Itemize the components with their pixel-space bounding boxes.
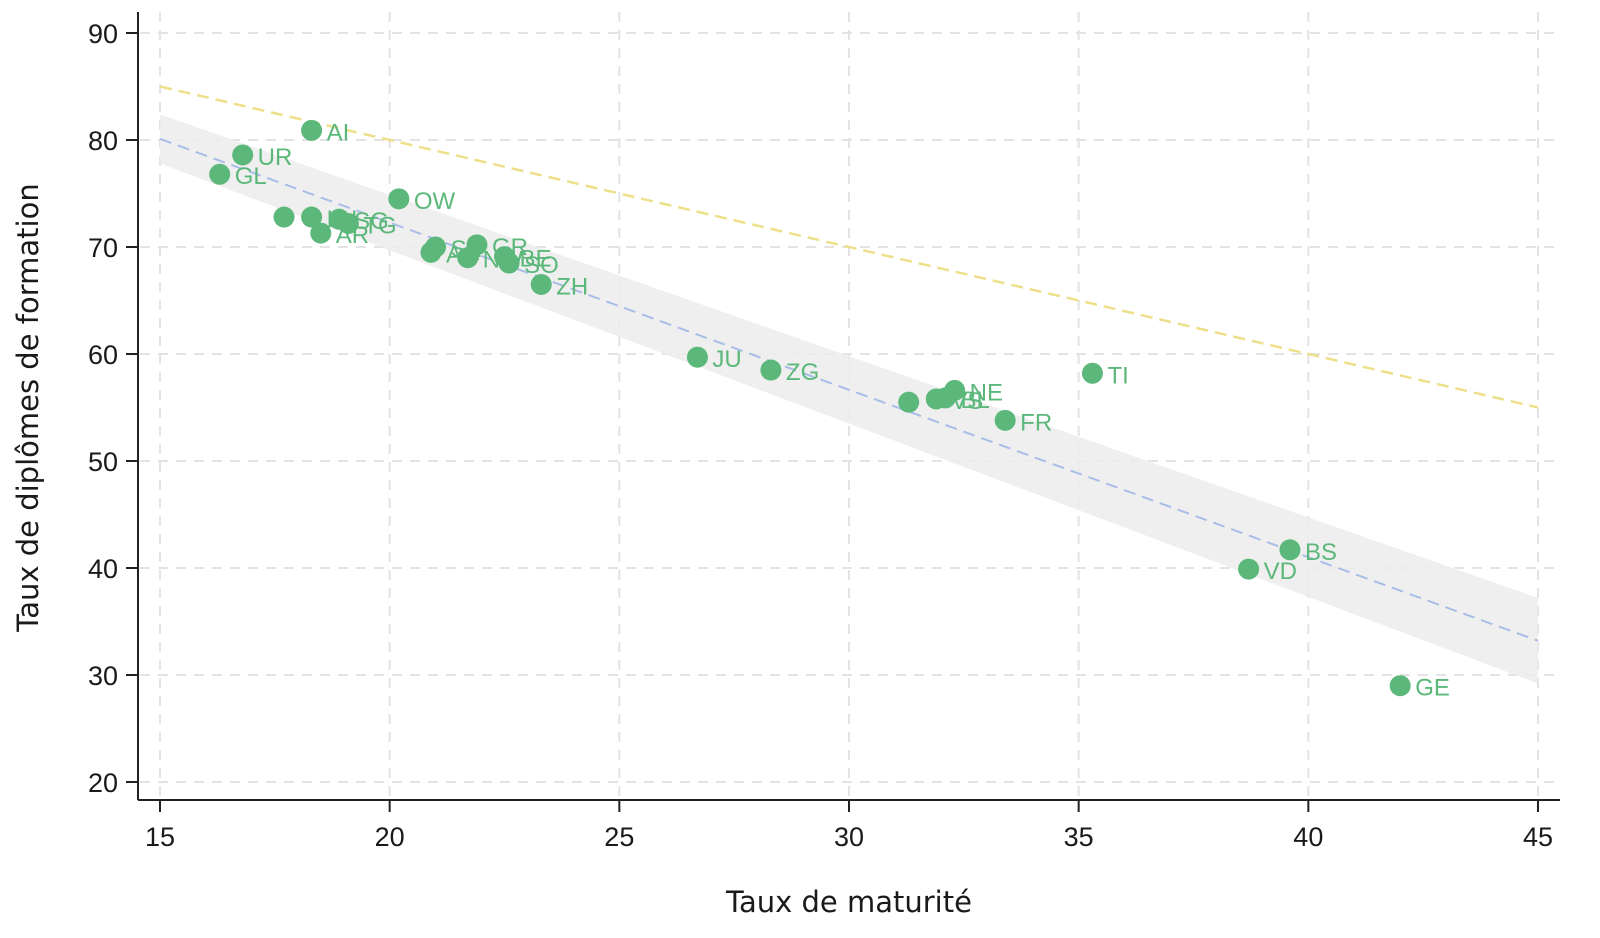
y-tick-label: 40 xyxy=(88,554,118,584)
data-point xyxy=(994,409,1016,431)
data-points xyxy=(209,119,1411,697)
data-point xyxy=(686,346,708,368)
x-tick-label: 45 xyxy=(1523,822,1553,852)
point-label: TG xyxy=(363,212,396,239)
point-label: SO xyxy=(524,252,559,279)
x-tick-label: 20 xyxy=(375,822,405,852)
data-point xyxy=(337,212,359,234)
reference-line xyxy=(159,85,1539,409)
point-label: BS xyxy=(1305,539,1337,566)
data-point xyxy=(232,144,254,166)
data-point xyxy=(209,163,231,185)
point-label: SZ xyxy=(451,236,482,263)
point-label: ZH xyxy=(556,273,588,300)
y-axis-title: Taux de diplômes de formation xyxy=(11,183,45,632)
point-label: AG xyxy=(446,241,481,268)
point-label: LU xyxy=(327,206,358,233)
point-label: BE xyxy=(520,246,552,273)
y-tick-label: 90 xyxy=(88,19,118,49)
point-label: GL xyxy=(235,163,267,190)
trend-lines-layer xyxy=(159,85,1539,642)
y-tick-label: 70 xyxy=(88,233,118,263)
data-point xyxy=(530,273,552,295)
point-label: SG xyxy=(354,208,389,235)
data-point xyxy=(498,252,520,274)
data-point xyxy=(760,359,782,381)
data-point xyxy=(1238,558,1260,580)
point-label: TI xyxy=(1107,362,1128,389)
data-point xyxy=(310,222,332,244)
point-label: GE xyxy=(1415,675,1450,702)
y-tick-label: 80 xyxy=(88,126,118,156)
data-point xyxy=(301,119,323,141)
data-point xyxy=(1389,675,1411,697)
point-label: BL xyxy=(960,387,989,414)
data-point xyxy=(944,379,966,401)
point-label: AI xyxy=(327,119,350,146)
point-label: VS xyxy=(951,388,983,415)
data-point xyxy=(1279,539,1301,561)
point-label: GR xyxy=(492,234,528,261)
data-point xyxy=(388,188,410,210)
fit-line xyxy=(159,137,1539,642)
data-point xyxy=(273,206,295,228)
x-tick-label: 15 xyxy=(145,822,175,852)
point-label: AR xyxy=(336,222,369,249)
y-tick-label: 50 xyxy=(88,447,118,477)
y-tick-label: 20 xyxy=(88,768,118,798)
axes xyxy=(126,12,1560,812)
point-label: OW xyxy=(414,188,456,215)
x-axis-title: Taux de maturité xyxy=(725,885,972,919)
point-label: JU xyxy=(712,346,741,373)
data-point xyxy=(1081,362,1103,384)
x-tick-label: 40 xyxy=(1293,822,1323,852)
point-label: ZG xyxy=(786,359,819,386)
point-label: UR xyxy=(258,144,293,171)
y-tick-label: 60 xyxy=(88,340,118,370)
x-tick-label: 35 xyxy=(1064,822,1094,852)
point-label: VD xyxy=(1264,558,1297,585)
data-point xyxy=(898,391,920,413)
data-point xyxy=(457,247,479,269)
data-point xyxy=(301,206,323,228)
tick-labels: 20 30 40 50 60 70 80 90 15 20 25 30 35 40 45 xyxy=(88,19,1553,852)
point-label: NW xyxy=(483,247,523,274)
point-label: NE xyxy=(970,379,1003,406)
y-tick-label: 30 xyxy=(88,661,118,691)
x-tick-label: 30 xyxy=(834,822,864,852)
point-label: FR xyxy=(1020,409,1052,436)
x-tick-label: 25 xyxy=(604,822,634,852)
data-point xyxy=(420,241,442,263)
